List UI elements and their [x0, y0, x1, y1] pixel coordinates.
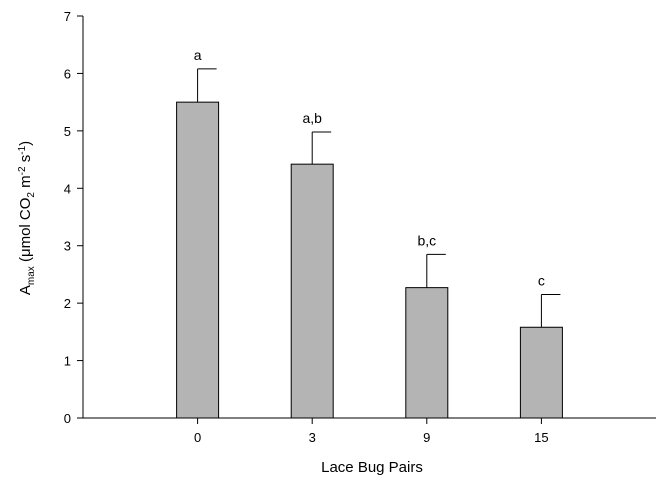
- y-tick-label: 2: [64, 296, 71, 311]
- significance-labels-group: a a,b b,c c: [194, 47, 545, 289]
- y-tick-label: 1: [64, 354, 71, 369]
- significance-label-0: a: [194, 47, 202, 63]
- x-tick-label: 15: [534, 430, 548, 445]
- significance-label-9: b,c: [417, 232, 436, 248]
- bar-3: [290, 163, 334, 419]
- y-tick-label: 4: [64, 181, 71, 196]
- y-tick-label: 5: [64, 124, 71, 139]
- bar-15: [519, 326, 563, 419]
- x-tick-label: 9: [423, 430, 430, 445]
- significance-label-15: c: [538, 273, 545, 289]
- y-tick-label: 0: [64, 411, 71, 426]
- y-axis-title: Amax (μmol CO2 m-2 s-1): [17, 141, 37, 295]
- x-tick-label: 3: [309, 430, 316, 445]
- x-axis-ticks-group: 0 3 9 15: [194, 418, 549, 445]
- bar-9: [405, 287, 449, 419]
- x-tick-label: 0: [194, 430, 201, 445]
- x-axis-title: Lace Bug Pairs: [321, 459, 423, 476]
- bars-group: [176, 101, 563, 419]
- bar-0: [176, 101, 220, 419]
- y-tick-label: 6: [64, 66, 71, 81]
- plot-frame: [82, 16, 656, 419]
- y-tick-label: 3: [64, 239, 71, 254]
- y-axis-ticks-group: 0 1 2 3 4 5 6 7: [64, 9, 83, 426]
- significance-label-3: a,b: [302, 110, 322, 126]
- error-bars-group: [197, 68, 561, 328]
- y-tick-label: 7: [64, 9, 71, 24]
